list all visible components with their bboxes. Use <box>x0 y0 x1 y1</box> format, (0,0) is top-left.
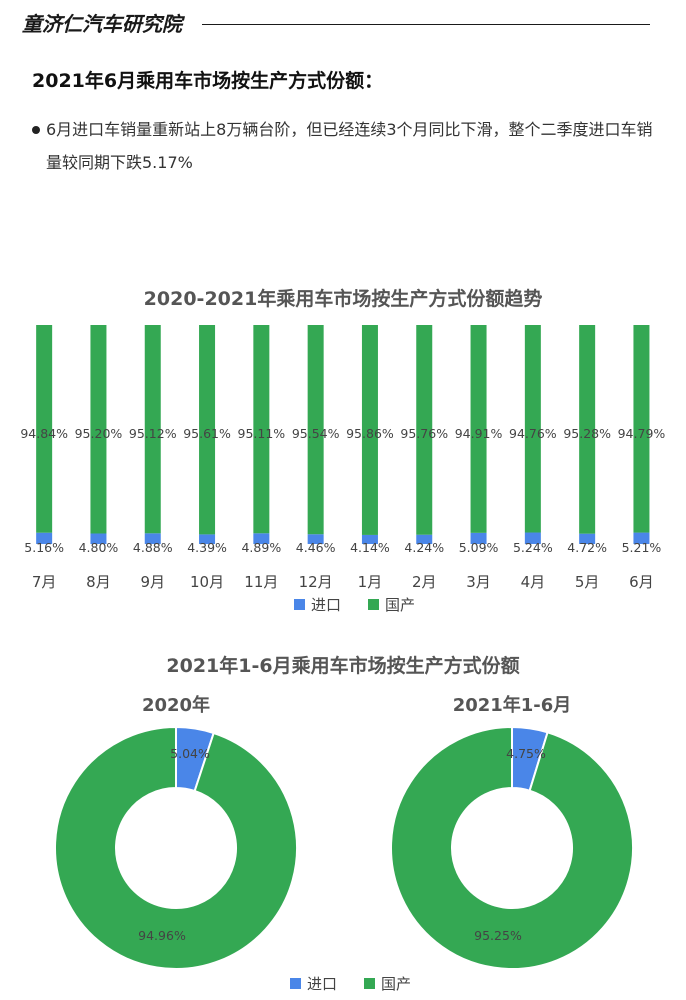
bar-label-domestic-11: 94.79% <box>618 426 666 441</box>
bar-legend: 进口 国产 <box>294 596 415 614</box>
bar-import-0 <box>36 532 53 544</box>
bar-tick-label-4: 11月 <box>244 573 278 591</box>
donut-title-0: 2020年 <box>142 694 210 716</box>
bar-import-1 <box>90 533 107 544</box>
bar-label-import-5: 4.46% <box>296 540 336 555</box>
bar-label-import-7: 4.24% <box>404 540 444 555</box>
bar-tick-label-1: 8月 <box>86 573 111 591</box>
brand-header: 童济仁汽车研究院 <box>22 6 650 40</box>
bar-import-7 <box>416 534 433 544</box>
bar-tick-label-10: 5月 <box>575 573 600 591</box>
bar-domestic-0 <box>36 325 53 533</box>
bar-label-domestic-7: 95.76% <box>400 426 448 441</box>
bar-import-10 <box>579 533 596 544</box>
donut-1-slice-1 <box>390 725 634 970</box>
bar-tick-label-11: 6月 <box>629 573 654 591</box>
bar-import-9 <box>524 532 541 544</box>
bar-label-domestic-1: 95.20% <box>75 426 123 441</box>
bar-import-6 <box>361 534 378 544</box>
bar-tick-label-2: 9月 <box>140 573 165 591</box>
bar-chart: 2020-2021年乘用车市场按生产方式份额趋势 94.84% 5.16% 7月 95… <box>20 287 665 614</box>
bar-label-import-2: 4.88% <box>133 540 173 555</box>
pie-legend-swatch-1 <box>364 978 375 989</box>
donut-0-slice-1 <box>54 725 298 970</box>
bar-label-domestic-0: 94.84% <box>20 426 68 441</box>
bar-label-domestic-6: 95.86% <box>346 426 394 441</box>
pie-section-title: 2021年1-6月乘用车市场按生产方式份额 <box>166 654 519 677</box>
bar-label-domestic-2: 95.12% <box>129 426 177 441</box>
bar-label-import-0: 5.16% <box>24 540 64 555</box>
bar-label-domestic-3: 95.61% <box>183 426 231 441</box>
bar-label-import-6: 4.14% <box>350 540 390 555</box>
bar-label-import-4: 4.89% <box>241 540 281 555</box>
bar-tick-label-3: 10月 <box>190 573 224 591</box>
brand-name: 童济仁汽车研究院 <box>22 12 182 36</box>
donut-1-label-import: 4.75% <box>506 746 546 761</box>
pie-legend-swatch-0 <box>290 978 301 989</box>
bar-import-2 <box>144 533 161 544</box>
brand-divider <box>202 24 650 25</box>
pie-legend-label-0: 进口 <box>307 975 337 993</box>
bar-domestic-4 <box>253 325 270 534</box>
bar-label-import-3: 4.39% <box>187 540 227 555</box>
bullet-dot-icon <box>32 126 40 134</box>
bar-import-4 <box>253 533 270 544</box>
bar-domestic-3 <box>199 325 216 535</box>
bar-domestic-1 <box>90 325 107 534</box>
bar-domestic-5 <box>307 325 324 535</box>
bar-legend-label-0: 进口 <box>311 596 341 614</box>
bar-domestic-9 <box>524 325 541 533</box>
bar-domestic-8 <box>470 325 487 533</box>
bar-tick-label-0: 7月 <box>32 573 57 591</box>
bar-domestic-6 <box>361 325 378 535</box>
bar-marks: 94.84% 5.16% 7月 95.20% 4.80% 8月 95.12% 4.88% 9月 9… <box>20 325 665 591</box>
bullet-paragraph: 6月进口车销量重新站上8万辆台阶，但已经连续3个月同比下滑，整个二季度进口车销量… <box>32 113 660 179</box>
bar-domestic-2 <box>144 325 161 534</box>
donut-1-label-domestic: 95.25% <box>474 928 522 943</box>
bar-legend-swatch-1 <box>368 599 379 610</box>
bar-legend-label-1: 国产 <box>385 596 415 614</box>
section-title: 2021年6月乘用车市场按生产方式份额： <box>32 70 384 92</box>
pie-legend-label-1: 国产 <box>381 975 411 993</box>
bar-domestic-10 <box>579 325 596 534</box>
bar-label-domestic-5: 95.54% <box>292 426 340 441</box>
bar-chart-title: 2020-2021年乘用车市场按生产方式份额趋势 <box>144 287 543 310</box>
donut-marks: 2020年 5.04% 94.96% 2021年1-6月 4.75% 95.25% <box>54 694 634 970</box>
bar-label-import-9: 5.24% <box>513 540 553 555</box>
bar-label-import-1: 4.80% <box>79 540 119 555</box>
bar-legend-swatch-0 <box>294 599 305 610</box>
bar-import-11 <box>633 532 650 544</box>
donut-0-label-import: 5.04% <box>170 746 210 761</box>
bar-label-domestic-8: 94.91% <box>455 426 503 441</box>
bar-tick-label-8: 3月 <box>466 573 491 591</box>
bar-label-import-8: 5.09% <box>459 540 499 555</box>
bar-label-domestic-9: 94.76% <box>509 426 557 441</box>
bar-tick-label-7: 2月 <box>412 573 437 591</box>
bar-domestic-11 <box>633 325 650 533</box>
bar-import-5 <box>307 534 324 544</box>
bullet-text: 6月进口车销量重新站上8万辆台阶，但已经连续3个月同比下滑，整个二季度进口车销量… <box>46 120 653 172</box>
bar-tick-label-6: 1月 <box>358 573 383 591</box>
bar-domestic-7 <box>416 325 433 535</box>
donut-0-label-domestic: 94.96% <box>138 928 186 943</box>
donut-title-1: 2021年1-6月 <box>453 694 572 716</box>
bar-label-domestic-4: 95.11% <box>238 426 286 441</box>
bar-tick-label-5: 12月 <box>299 573 333 591</box>
bar-label-import-10: 4.72% <box>567 540 607 555</box>
bar-tick-label-9: 4月 <box>521 573 546 591</box>
pie-legend: 进口 国产 <box>290 975 411 993</box>
bar-import-3 <box>199 534 216 544</box>
donut-charts: 2021年1-6月乘用车市场按生产方式份额 2020年5.04%94.96%20… <box>54 654 634 993</box>
bar-label-domestic-10: 95.28% <box>563 426 611 441</box>
bar-label-import-11: 5.21% <box>622 540 662 555</box>
bar-import-8 <box>470 532 487 544</box>
